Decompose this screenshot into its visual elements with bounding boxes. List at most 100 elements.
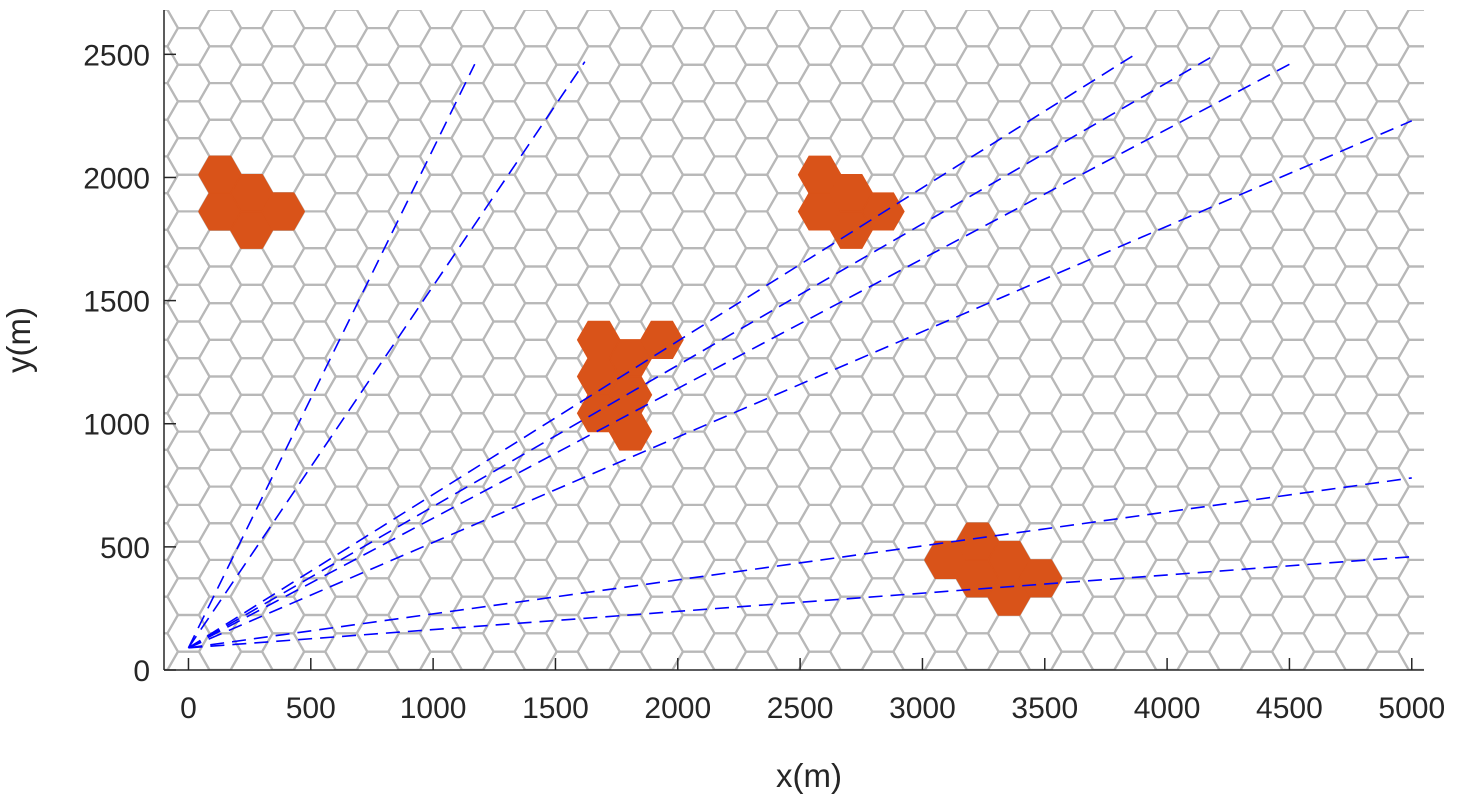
hex-cell: [1430, 211, 1467, 248]
hex-cell: [1397, 302, 1424, 341]
hex-cell: [902, 10, 926, 11]
hex-cell: [397, 10, 422, 11]
hex-cell: [1365, 10, 1410, 30]
x-tick-label: 0: [180, 692, 197, 725]
hex-cell: [104, 248, 146, 285]
hex-cell: [1430, 285, 1467, 322]
hex-cell: [608, 10, 653, 30]
highlighted-cell: [261, 192, 306, 231]
hex-cell: [1397, 338, 1424, 378]
y-tick-label: 500: [100, 532, 150, 565]
x-tick-label: 5000: [1378, 692, 1445, 725]
hex-cell: [104, 0, 146, 28]
y-tick-label: 2000: [83, 162, 150, 195]
y-tick-label: 1500: [83, 286, 150, 319]
hex-cell: [166, 10, 211, 30]
hex-cell: [1430, 65, 1467, 102]
hex-cell: [923, 10, 969, 30]
hex-cell: [1430, 175, 1467, 212]
hex-cell: [1461, 523, 1467, 560]
hex-cell: [1430, 578, 1467, 615]
hex-cell: [104, 322, 146, 359]
hex-cell: [231, 688, 273, 725]
hex-cell: [965, 10, 990, 11]
hex-cell: [713, 10, 737, 11]
ray-line: [188, 53, 1136, 649]
highlighted-cell: [860, 192, 905, 231]
x-axis-label: x(m): [776, 757, 842, 794]
hex-cell: [271, 10, 295, 11]
hex-cell: [1461, 46, 1467, 83]
y-tick-label: 1000: [83, 409, 150, 442]
hex-cell: [1461, 193, 1467, 230]
ray-line: [188, 53, 1217, 649]
hex-cell: [1430, 101, 1467, 138]
hex-cell: [776, 10, 800, 11]
x-tick-label: 2500: [767, 692, 834, 725]
ray-paths: [187, 53, 1413, 649]
hex-cell: [545, 10, 590, 30]
ray-line: [187, 61, 586, 649]
hex-cell: [1397, 118, 1424, 158]
hex-cell: [1344, 668, 1369, 670]
hex-cell: [1430, 0, 1467, 28]
hex-cell: [1430, 358, 1467, 395]
hex-cell: [460, 10, 485, 11]
hex-cell: [481, 10, 527, 30]
hex-cell: [1461, 597, 1467, 634]
x-tick-label: 2000: [644, 692, 711, 725]
y-tick-label: 0: [133, 655, 150, 688]
highlighted-cell: [639, 320, 684, 359]
hex-cell: [524, 10, 548, 11]
x-tick-label: 3000: [889, 692, 956, 725]
hex-cell: [1397, 10, 1424, 48]
hex-cell: [839, 10, 863, 11]
x-tick-label: 1500: [522, 692, 589, 725]
hex-cell: [1430, 652, 1467, 689]
axes: 0 500 1000 1500 2000 2500 3000 3500 4000 4500 5000…: [83, 10, 1445, 725]
hex-cell: [1430, 542, 1467, 579]
hex-cell: [1461, 560, 1467, 597]
hex-cell: [355, 10, 400, 30]
hex-cell: [104, 101, 146, 138]
hex-cell: [1461, 377, 1467, 414]
x-tick-label: 3500: [1011, 692, 1078, 725]
hex-cell: [1397, 632, 1424, 670]
hex-cell: [1461, 0, 1467, 10]
hex-cell: [587, 10, 611, 11]
ray-line: [187, 63, 476, 649]
hex-cell: [1397, 485, 1424, 525]
hex-cell: [1430, 468, 1467, 505]
hex-cell: [1461, 670, 1467, 707]
hex-cell: [292, 10, 337, 30]
hex-cell: [1430, 138, 1467, 175]
ray-line: [188, 120, 1413, 649]
hex-cell: [1397, 412, 1424, 451]
hex-cell: [1239, 10, 1284, 30]
hex-cell: [1430, 505, 1467, 542]
hex-cell: [1461, 303, 1467, 340]
hex-cell: [839, 668, 864, 670]
hex-cell: [1461, 413, 1467, 450]
hex-cell: [1397, 192, 1424, 231]
hex-cell: [334, 10, 358, 11]
hex-cell: [1302, 10, 1347, 30]
hex-cell: [1397, 228, 1424, 268]
hex-cell: [1397, 155, 1424, 195]
hex-cell: [1397, 81, 1424, 121]
hex-cell: [104, 211, 146, 248]
hex-cell: [1397, 522, 1424, 562]
hex-cell: [1461, 266, 1467, 303]
hex-cell: [1218, 10, 1242, 11]
y-axis-label: y(m): [0, 307, 37, 373]
hex-cell: [1461, 633, 1467, 670]
hex-cell: [1461, 487, 1467, 524]
hex-cell: [1461, 450, 1467, 487]
hex-cell: [1430, 432, 1467, 469]
hex-cell: [104, 688, 146, 725]
hex-cell: [1461, 156, 1467, 193]
hex-cell: [483, 688, 525, 725]
hex-cell: [1397, 45, 1424, 85]
hex-cell: [208, 10, 232, 11]
hex-cell: [1397, 265, 1424, 305]
